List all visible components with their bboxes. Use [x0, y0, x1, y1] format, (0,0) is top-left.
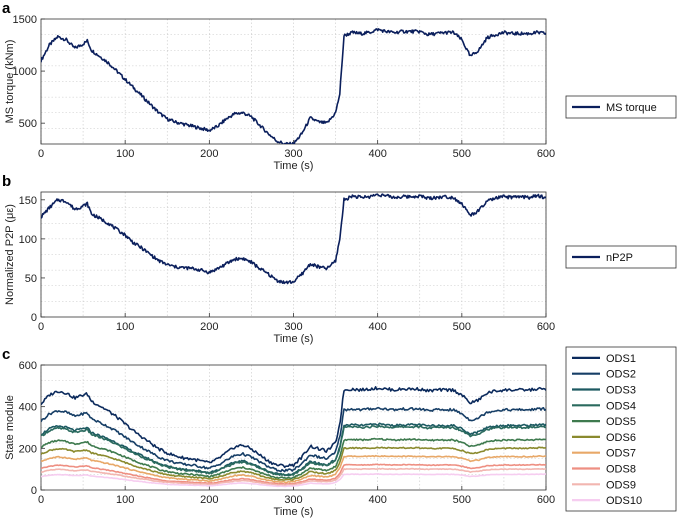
legend-label-ODS4: ODS4 — [606, 400, 636, 412]
x-tick-label: 600 — [537, 494, 555, 506]
x-tick-label: 400 — [368, 148, 386, 160]
legend-label-ODS2: ODS2 — [606, 369, 636, 381]
chart-panel-a: 0 100 200 300 400 500 600 500 1000 1500 Time (s) MS… — [2, 0, 677, 172]
x-axis-label: Time (s) — [274, 506, 314, 518]
series-line-ODS9 — [41, 467, 546, 486]
y-axis-label: Normalized P2P (με) — [4, 204, 16, 305]
x-tick-label: 500 — [453, 494, 471, 506]
series-line-ODS10 — [41, 473, 546, 488]
series-line-ODS4 — [41, 424, 546, 477]
series-line-MS torque — [41, 28, 546, 144]
panel-letter: c — [2, 346, 10, 363]
x-tick-label: 0 — [38, 494, 44, 506]
x-tick-label: 600 — [537, 148, 555, 160]
legend-label-ODS7: ODS7 — [606, 448, 636, 460]
legend-label-ODS10: ODS10 — [606, 495, 642, 507]
legend: ODS1 ODS2 ODS3 ODS4 ODS5 ODS6 ODS7 ODS8 ODS9 ODS1… — [565, 346, 677, 512]
y-axis-label: MS torque (kNm) — [4, 40, 16, 124]
y-tick-label: 400 — [19, 402, 37, 414]
x-tick-label: 0 — [38, 148, 44, 160]
legend-box — [565, 95, 677, 119]
x-tick-label: 300 — [284, 321, 302, 333]
legend-label-ODS1: ODS1 — [606, 353, 636, 365]
y-tick-label: 1000 — [13, 66, 37, 78]
y-tick-label: 1500 — [13, 14, 37, 26]
y-tick-label: 0 — [31, 312, 37, 324]
series-line-ODS7 — [41, 454, 546, 484]
legend: MS torque — [565, 95, 677, 119]
y-tick-label: 600 — [19, 360, 37, 372]
traces — [41, 193, 546, 285]
x-tick-label: 100 — [116, 321, 134, 333]
legend-label-ODS9: ODS9 — [606, 479, 636, 491]
x-tick-label: 600 — [537, 321, 555, 333]
x-tick-label: 200 — [200, 148, 218, 160]
traces — [41, 386, 546, 488]
legend-box — [565, 245, 677, 269]
series-line-ODS2 — [41, 406, 546, 473]
x-tick-label: 0 — [38, 321, 44, 333]
x-tick-label: 300 — [284, 148, 302, 160]
legend-label-ODS5: ODS5 — [606, 416, 636, 428]
y-axis-label: State module — [4, 395, 16, 460]
legend-label-ODS3: ODS3 — [606, 385, 636, 397]
y-tick-label: 50 — [25, 273, 37, 285]
chart-panel-c: 0 100 200 300 400 500 600 0 200 400 600 Time (s) Sta… — [2, 346, 677, 518]
y-tick-label: 500 — [19, 118, 37, 130]
x-tick-label: 400 — [368, 494, 386, 506]
chart-panel-b: 0 100 200 300 400 500 600 0 50 100 150 Time (s) Norm… — [2, 173, 677, 345]
traces — [41, 28, 546, 144]
panel-letter: b — [2, 173, 11, 190]
x-tick-label: 200 — [200, 494, 218, 506]
x-axis-label: Time (s) — [274, 333, 314, 345]
x-tick-label: 500 — [453, 148, 471, 160]
y-tick-label: 100 — [19, 234, 37, 246]
panel-letter: a — [2, 0, 11, 17]
legend-label-MS torque: MS torque — [606, 102, 657, 114]
legend-label-ODS8: ODS8 — [606, 464, 636, 476]
x-tick-label: 500 — [453, 321, 471, 333]
y-tick-label: 0 — [31, 485, 37, 497]
series-line-ODS5 — [41, 437, 546, 480]
x-tick-label: 100 — [116, 148, 134, 160]
legend: nP2P — [565, 245, 677, 269]
y-tick-label: 150 — [19, 195, 37, 207]
series-line-ODS8 — [41, 463, 546, 486]
x-tick-label: 100 — [116, 494, 134, 506]
legend-label-nP2P: nP2P — [606, 252, 633, 264]
y-tick-label: 200 — [19, 443, 37, 455]
series-line-nP2P — [41, 193, 546, 285]
series-line-ODS1 — [41, 386, 546, 469]
x-tick-label: 400 — [368, 321, 386, 333]
series-line-ODS3 — [41, 422, 546, 477]
x-tick-label: 300 — [284, 494, 302, 506]
series-line-ODS6 — [41, 446, 546, 481]
x-axis-label: Time (s) — [274, 160, 314, 172]
legend-label-ODS6: ODS6 — [606, 432, 636, 444]
x-tick-label: 200 — [200, 321, 218, 333]
